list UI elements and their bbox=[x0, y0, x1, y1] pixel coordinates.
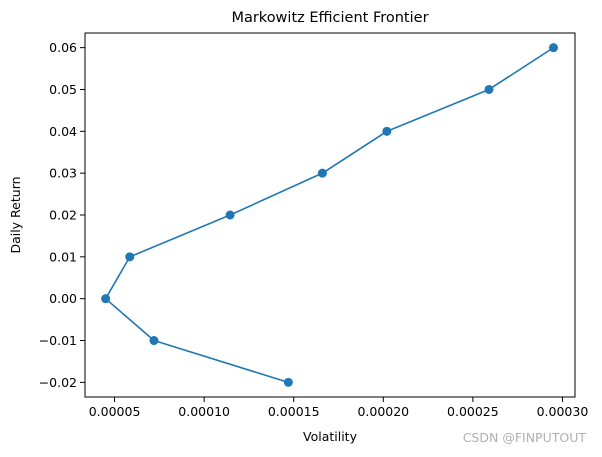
x-tick-label: 0.00020 bbox=[357, 404, 409, 419]
data-point bbox=[549, 43, 559, 53]
data-point bbox=[125, 252, 135, 262]
y-tick-label: 0.06 bbox=[49, 40, 77, 55]
x-tick-label: 0.00025 bbox=[447, 404, 499, 419]
data-point bbox=[317, 168, 327, 178]
x-tick-label: 0.00005 bbox=[89, 404, 141, 419]
y-tick-label: 0.01 bbox=[49, 249, 77, 264]
chart-title: Markowitz Efficient Frontier bbox=[231, 10, 428, 26]
y-tick-label: 0.05 bbox=[49, 82, 77, 97]
data-point bbox=[149, 336, 159, 346]
y-tick-label: 0.02 bbox=[49, 208, 77, 223]
plot-area: 0.00005 0.00010 0.00015 0.00020 0.00025 0.000… bbox=[39, 32, 589, 419]
data-point bbox=[382, 126, 392, 136]
x-axis-label: Volatility bbox=[303, 429, 358, 444]
series-line bbox=[104, 46, 554, 384]
x-tick-label: 0.00010 bbox=[178, 404, 230, 419]
x-tick-label: 0.00030 bbox=[537, 404, 589, 419]
data-point bbox=[484, 84, 494, 94]
y-tick-label: 0.04 bbox=[49, 124, 77, 139]
y-tick-label: 0.00 bbox=[49, 291, 77, 306]
y-tick-label: −0.01 bbox=[39, 333, 77, 348]
y-tick-label: 0.03 bbox=[49, 166, 77, 181]
watermark-text: CSDN @FINPUTOUT bbox=[462, 430, 586, 445]
data-point bbox=[225, 210, 235, 220]
data-point bbox=[283, 377, 293, 387]
x-tick-label: 0.00015 bbox=[268, 404, 320, 419]
y-axis-label: Daily Return bbox=[8, 176, 23, 253]
y-tick-label: −0.02 bbox=[39, 375, 77, 390]
data-point bbox=[101, 294, 111, 304]
